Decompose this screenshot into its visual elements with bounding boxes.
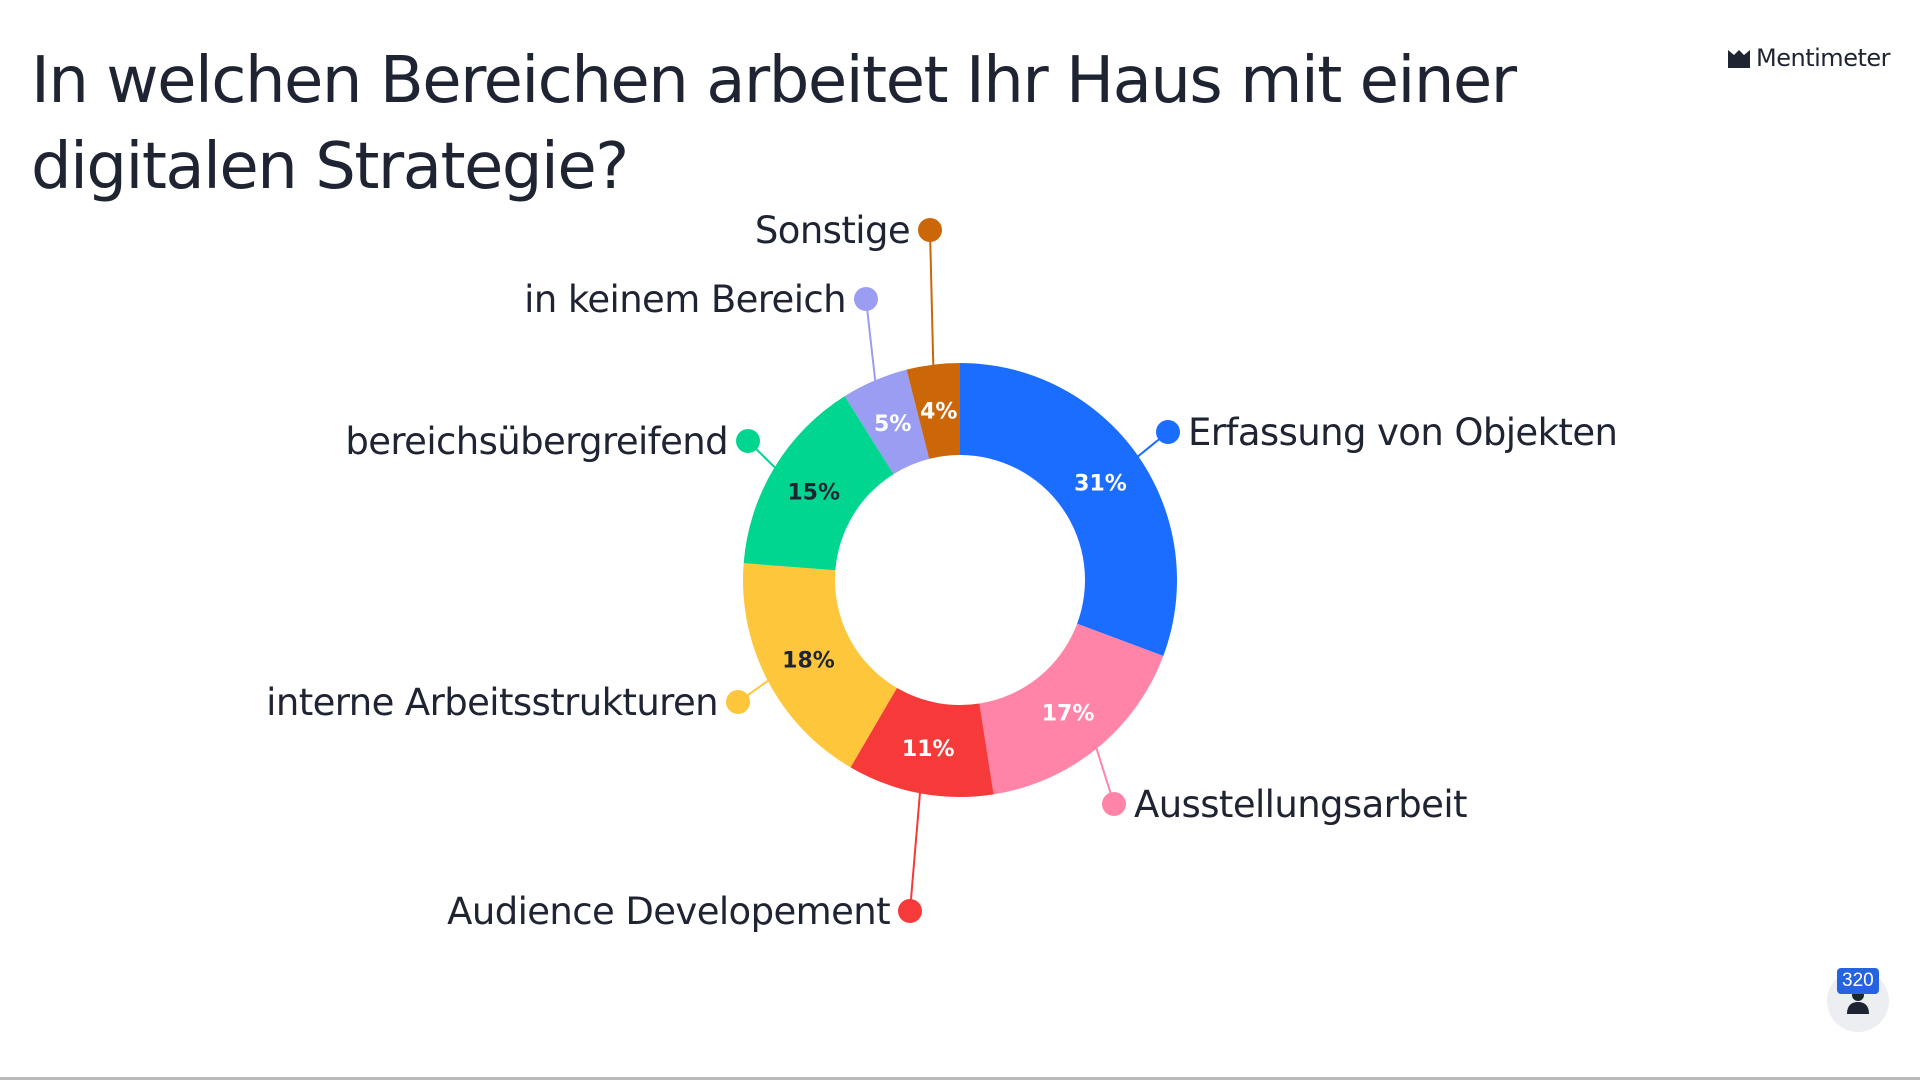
category-label: bereichsübergreifend (345, 420, 728, 463)
brand-name: Mentimeter (1756, 44, 1890, 72)
slice-in-keinem-bereich (844, 369, 930, 475)
bottom-divider (0, 1077, 1920, 1080)
slice-audience-developement (850, 687, 994, 797)
legend-dot (898, 899, 922, 923)
leader-line (909, 791, 922, 912)
slice-erfassung-von-objekten (960, 363, 1177, 656)
slice-ausstellungsarbeit (979, 623, 1164, 795)
legend-dot (854, 287, 878, 311)
slice-bereichsubergreifend (743, 396, 894, 571)
slice-sonstige (906, 363, 960, 459)
category-label: Sonstige (755, 209, 910, 252)
legend-dot (736, 429, 760, 453)
mentimeter-logo-icon (1728, 50, 1751, 68)
slice-value-label: 5% (874, 412, 911, 437)
slice-interne-arbeitsstrukturen (743, 563, 897, 768)
leader-line (929, 229, 935, 367)
slice-value-label: 15% (787, 480, 840, 505)
leader-line (865, 298, 877, 383)
slice-value-label: 31% (1074, 472, 1127, 497)
participant-count-badge: 320 (1837, 968, 1879, 994)
legend-dot (918, 218, 942, 242)
legend-dot (726, 690, 750, 714)
slice-value-label: 11% (902, 737, 955, 762)
slice-value-label: 17% (1042, 702, 1095, 727)
slice-value-label: 18% (782, 648, 835, 673)
category-label: Audience Developement (447, 890, 890, 933)
category-label: in keinem Bereich (524, 278, 846, 321)
slice-value-label: 4% (920, 399, 957, 424)
page-title: In welchen Bereichen arbeitet Ihr Haus m… (31, 44, 1517, 204)
legend-dot (1102, 792, 1126, 816)
category-label: Ausstellungsarbeit (1134, 783, 1467, 826)
brand-logo: Mentimeter (1728, 44, 1890, 72)
legend-dot (1156, 420, 1180, 444)
category-label: interne Arbeitsstrukturen (266, 681, 718, 724)
category-label: Erfassung von Objekten (1188, 411, 1617, 454)
